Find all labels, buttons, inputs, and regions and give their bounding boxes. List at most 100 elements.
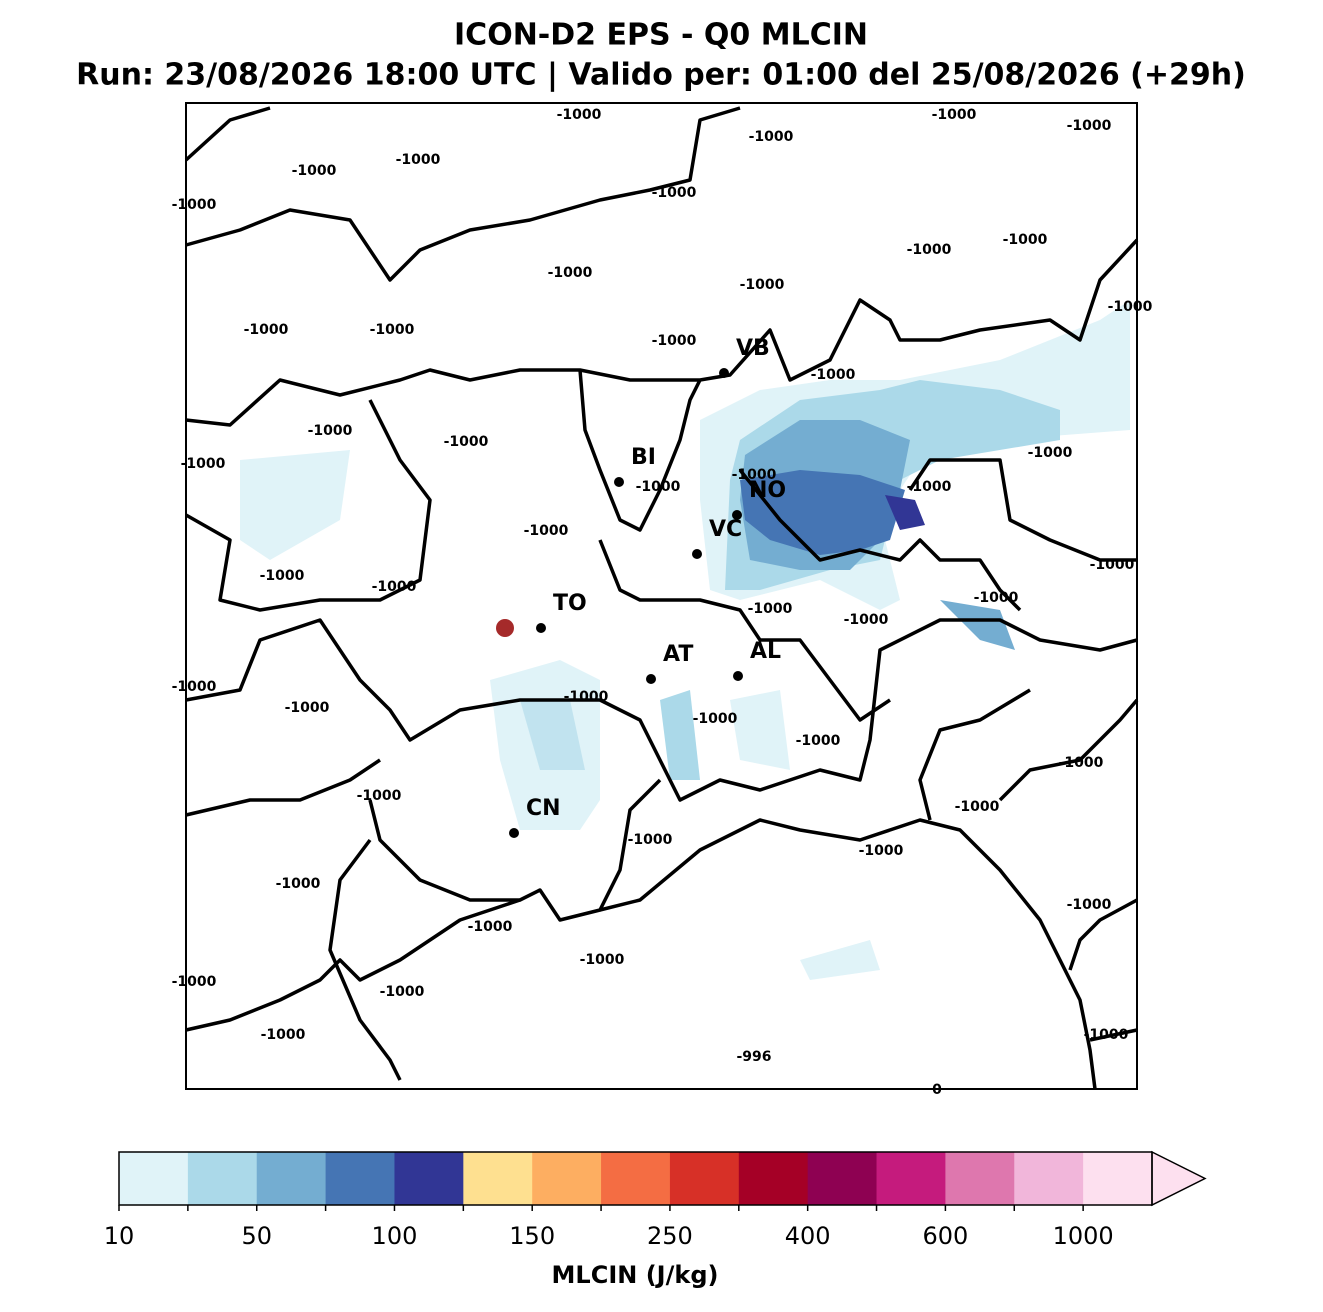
city-label: NO xyxy=(749,478,786,503)
contour-label: -1000 xyxy=(1059,755,1104,771)
contour-label: -1000 xyxy=(907,479,952,495)
city-dot xyxy=(614,477,624,487)
contour-label: -1000 xyxy=(932,107,977,123)
contour-label: -1000 xyxy=(652,333,697,349)
contour-label: -1000 xyxy=(172,679,217,695)
contour-label: -1000 xyxy=(172,974,217,990)
contour-label: -996 xyxy=(736,1049,771,1065)
contour-label: -1000 xyxy=(261,1027,306,1043)
contour-label: -1000 xyxy=(1067,118,1112,134)
contour-label: -1000 xyxy=(859,843,904,859)
city-label: VB xyxy=(736,336,770,361)
city-dot xyxy=(719,368,729,378)
contour-label: -1000 xyxy=(372,579,417,595)
colorbar-tick-label: 50 xyxy=(241,1222,272,1250)
colorbar-swatch xyxy=(945,1152,1015,1205)
contour-label: -1000 xyxy=(292,163,337,179)
contour-label: -1000 xyxy=(276,876,321,892)
contour-label: -1000 xyxy=(557,107,602,123)
colorbar-swatch xyxy=(876,1152,946,1205)
contour-label: -1000 xyxy=(172,197,217,213)
colorbar-swatch xyxy=(1083,1152,1153,1205)
contour-label: -1000 xyxy=(796,733,841,749)
colorbar-swatch xyxy=(601,1152,671,1205)
city-label: VC xyxy=(709,517,742,542)
borders xyxy=(184,106,1139,1090)
colorbar-swatch xyxy=(807,1152,878,1205)
contour-label: -1000 xyxy=(1067,897,1112,913)
map-frame xyxy=(185,102,1138,1090)
contour-label: -1000 xyxy=(732,467,777,483)
contour-label: -1000 xyxy=(1090,557,1135,573)
city-label: TO xyxy=(553,591,587,616)
colorbar-label: MLCIN (J/kg) xyxy=(552,1261,719,1289)
contour-label: -1000 xyxy=(955,799,1000,815)
colorbar-tick-label: 1000 xyxy=(1053,1222,1114,1250)
colorbar-tick-label: 250 xyxy=(647,1222,693,1250)
colorbar-tick-label: 10 xyxy=(104,1222,135,1250)
contour-label: -1000 xyxy=(628,832,673,848)
contour-label: -1000 xyxy=(693,711,738,727)
colorbar-swatch xyxy=(532,1152,602,1205)
city-label: BI xyxy=(631,445,656,470)
city-label: AL xyxy=(750,639,781,664)
contour-label: -1000 xyxy=(370,322,415,338)
city-label: AT xyxy=(663,642,693,667)
colorbar-swatch xyxy=(119,1152,189,1205)
contour-label: -1000 xyxy=(652,185,697,201)
contour-label: -1000 xyxy=(524,523,569,539)
colorbar-swatch xyxy=(463,1152,533,1205)
colorbar-swatch xyxy=(256,1152,327,1205)
contour-label: -1000 xyxy=(811,367,856,383)
colorbar: 10 50 100 150 250 400 600 1000 xyxy=(104,1150,1207,1250)
colorbar-frame xyxy=(118,1151,1153,1206)
contour-label: -1000 xyxy=(244,322,289,338)
colorbar-swatch xyxy=(187,1152,258,1205)
contour-label: -1000 xyxy=(636,479,681,495)
contour-label: -1000 xyxy=(396,152,441,168)
contour-label: -1000 xyxy=(1028,445,1073,461)
contour-label: -1000 xyxy=(907,242,952,258)
contour-label: -1000 xyxy=(580,952,625,968)
city-dot xyxy=(646,674,656,684)
subtitle: Run: 23/08/2026 18:00 UTC | Valido per: … xyxy=(76,58,1246,93)
map: -1000 -1000 -1000 -1000 -1000 -1000 -1000 -1000… xyxy=(172,102,1153,1098)
location-marker xyxy=(496,619,514,637)
contour-label: -1000 xyxy=(1108,299,1153,315)
colorbar-tick-label: 100 xyxy=(372,1222,418,1250)
contour-label: -1000 xyxy=(749,129,794,145)
contour-label: -1000 xyxy=(1003,232,1048,248)
contour-label: -1000 xyxy=(308,423,353,439)
city-label: CN xyxy=(526,796,561,821)
cities: VB BI NO VC TO AT AL CN xyxy=(496,336,786,838)
contour-label: -1000 xyxy=(1084,1027,1129,1043)
colorbar-swatch xyxy=(738,1152,809,1205)
colorbar-tick-label: 600 xyxy=(922,1222,968,1250)
contour-label: -1000 xyxy=(740,277,785,293)
contour-label: -1000 xyxy=(974,590,1019,606)
contour-label: -1000 xyxy=(548,265,593,281)
colorbar-tick-label: 400 xyxy=(785,1222,831,1250)
contour-label: -1000 xyxy=(564,689,609,705)
city-dot xyxy=(732,510,742,520)
colorbar-swatch xyxy=(669,1152,740,1205)
colorbar-extend xyxy=(1151,1150,1207,1207)
contour-label: -1000 xyxy=(468,919,513,935)
contour-label: -1000 xyxy=(260,568,305,584)
contour-labels: -1000 -1000 -1000 -1000 -1000 -1000 -1000 -1000… xyxy=(172,107,1153,1098)
contour-label: -1000 xyxy=(357,788,402,804)
title: ICON-D2 EPS - Q0 MLCIN xyxy=(454,18,868,53)
colorbar-swatch xyxy=(1014,1152,1084,1205)
city-dot xyxy=(509,828,519,838)
contour-label: -1000 xyxy=(844,612,889,628)
colorbar-swatch xyxy=(394,1152,464,1205)
city-dot xyxy=(536,623,546,633)
colorbar-swatch xyxy=(325,1152,395,1205)
city-dot xyxy=(692,549,702,559)
shading xyxy=(240,300,1130,980)
contour-label: -1000 xyxy=(748,601,793,617)
city-dot xyxy=(733,671,743,681)
contour-label: -1000 xyxy=(444,434,489,450)
colorbar-tick-label: 150 xyxy=(509,1222,555,1250)
